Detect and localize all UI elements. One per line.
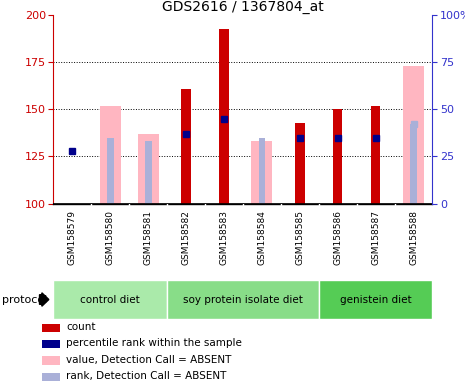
Text: control diet: control diet — [80, 295, 140, 305]
Bar — [410, 124, 417, 204]
Bar — [42, 340, 60, 348]
Text: GSM158585: GSM158585 — [295, 210, 304, 265]
Bar — [295, 122, 305, 204]
Bar — [219, 28, 229, 204]
Bar — [371, 106, 380, 204]
Bar — [295, 138, 305, 204]
Bar — [167, 280, 319, 319]
Bar — [181, 134, 191, 204]
Bar — [53, 280, 167, 319]
Bar — [219, 119, 229, 204]
Text: GSM158587: GSM158587 — [371, 210, 380, 265]
Text: GSM158584: GSM158584 — [258, 210, 266, 265]
Text: GSM158580: GSM158580 — [106, 210, 115, 265]
Text: genistein diet: genistein diet — [340, 295, 412, 305]
Bar — [181, 89, 191, 204]
Bar — [138, 134, 159, 204]
Bar — [334, 138, 341, 204]
Title: GDS2616 / 1367804_at: GDS2616 / 1367804_at — [162, 0, 324, 14]
Text: percentile rank within the sample: percentile rank within the sample — [66, 338, 242, 348]
Bar — [100, 106, 121, 204]
Bar — [42, 356, 60, 365]
Bar — [319, 280, 432, 319]
Bar — [333, 109, 342, 204]
Text: rank, Detection Call = ABSENT: rank, Detection Call = ABSENT — [66, 371, 227, 381]
Text: GSM158582: GSM158582 — [182, 210, 191, 265]
Text: count: count — [66, 322, 96, 332]
Text: soy protein isolate diet: soy protein isolate diet — [183, 295, 303, 305]
Bar — [252, 141, 272, 204]
Text: GSM158586: GSM158586 — [333, 210, 342, 265]
Text: GSM158583: GSM158583 — [219, 210, 228, 265]
Text: GSM158579: GSM158579 — [68, 210, 77, 265]
Text: protocol: protocol — [2, 295, 47, 305]
Bar — [371, 138, 380, 204]
Bar — [145, 141, 152, 204]
Text: GSM158588: GSM158588 — [409, 210, 418, 265]
Bar — [333, 138, 342, 204]
Bar — [42, 324, 60, 332]
Bar — [107, 138, 114, 204]
Text: value, Detection Call = ABSENT: value, Detection Call = ABSENT — [66, 354, 232, 364]
Bar — [403, 66, 424, 204]
Bar — [42, 372, 60, 381]
Text: GSM158581: GSM158581 — [144, 210, 153, 265]
Bar — [259, 138, 266, 204]
